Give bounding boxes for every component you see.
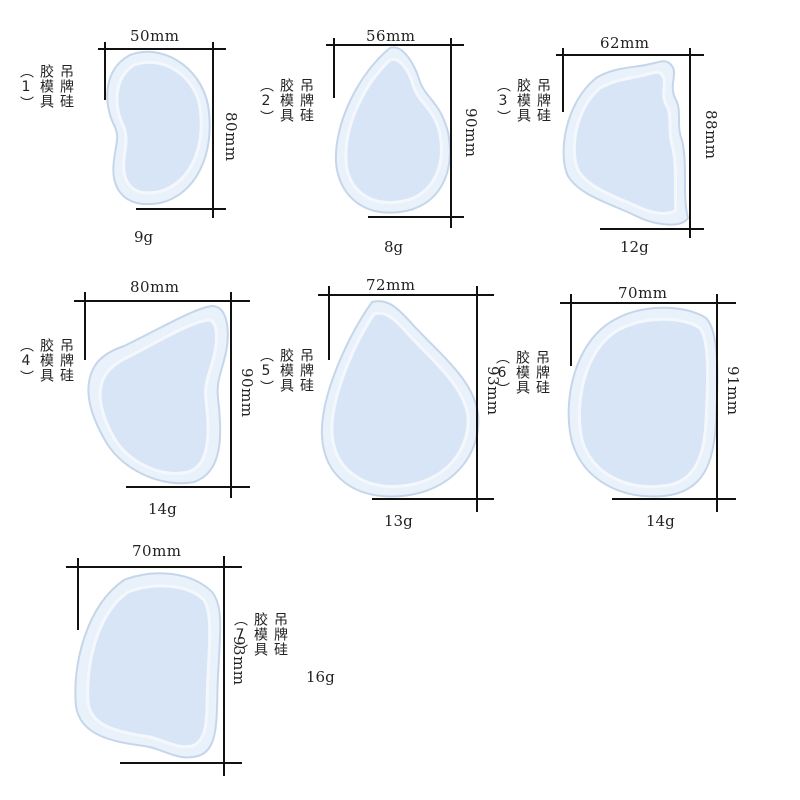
- width-line-top: [66, 566, 242, 568]
- width-line-top: [556, 54, 704, 56]
- mold-shape-4: [87, 304, 229, 485]
- height-label: 90mm: [238, 368, 256, 418]
- weight-label: 14g: [646, 512, 675, 530]
- width-label: 56mm: [366, 27, 416, 45]
- mold-name: 吊牌硅胶模具（7）: [232, 612, 288, 659]
- width-line-top: [560, 302, 736, 304]
- width-line-top: [326, 44, 464, 46]
- mold-name: 吊牌硅胶模具（3）: [495, 78, 551, 125]
- mold-shape-2: [334, 46, 451, 214]
- height-line-right: [212, 42, 214, 218]
- width-label: 70mm: [618, 284, 668, 302]
- width-line-top: [98, 48, 226, 50]
- mold-name: 吊牌硅胶模具（5）: [258, 348, 314, 395]
- height-line-bottom: [368, 216, 464, 218]
- weight-label: 9g: [134, 228, 154, 246]
- mold-shape-6: [567, 306, 719, 498]
- height-line-right: [450, 38, 452, 228]
- width-line-top: [318, 294, 494, 296]
- weight-label: 8g: [384, 238, 404, 256]
- height-label: 88mm: [702, 110, 720, 160]
- height-line-bottom: [600, 228, 704, 230]
- width-label: 62mm: [600, 34, 650, 52]
- height-label: 91mm: [724, 366, 742, 416]
- mold-shape-7: [74, 572, 222, 759]
- weight-label: 13g: [384, 512, 413, 530]
- mold-shape-3: [562, 60, 690, 226]
- height-line-right: [476, 286, 478, 512]
- width-label: 50mm: [130, 27, 180, 45]
- height-line-bottom: [126, 486, 250, 488]
- height-line-bottom: [120, 762, 242, 764]
- width-label: 70mm: [132, 542, 182, 560]
- height-line-right: [230, 292, 232, 498]
- width-label: 72mm: [366, 276, 416, 294]
- height-line-bottom: [612, 498, 736, 500]
- weight-label: 14g: [148, 500, 177, 518]
- height-label: 80mm: [222, 112, 240, 162]
- height-line-right: [689, 48, 691, 238]
- height-line-right: [716, 294, 718, 512]
- width-label: 80mm: [130, 278, 180, 296]
- width-line-left: [562, 48, 564, 112]
- width-line-top: [74, 300, 250, 302]
- height-label: 90mm: [462, 108, 480, 158]
- weight-label: 16g: [306, 668, 335, 686]
- mold-name: 吊牌硅胶模具（6）: [494, 350, 550, 397]
- width-line-left: [570, 294, 572, 366]
- width-line-left: [84, 292, 86, 360]
- mold-shape-1: [106, 50, 211, 206]
- width-line-left: [77, 558, 79, 630]
- width-line-left: [333, 38, 335, 98]
- mold-shape-5: [320, 300, 480, 498]
- height-line-bottom: [372, 498, 494, 500]
- height-line-right: [223, 556, 225, 776]
- width-line-left: [104, 42, 106, 100]
- mold-name: 吊牌硅胶模具（1）: [18, 64, 74, 111]
- width-line-left: [328, 286, 330, 360]
- mold-name: 吊牌硅胶模具（2）: [258, 78, 314, 125]
- mold-name: 吊牌硅胶模具（4）: [18, 338, 74, 385]
- weight-label: 12g: [620, 238, 649, 256]
- height-line-bottom: [136, 208, 226, 210]
